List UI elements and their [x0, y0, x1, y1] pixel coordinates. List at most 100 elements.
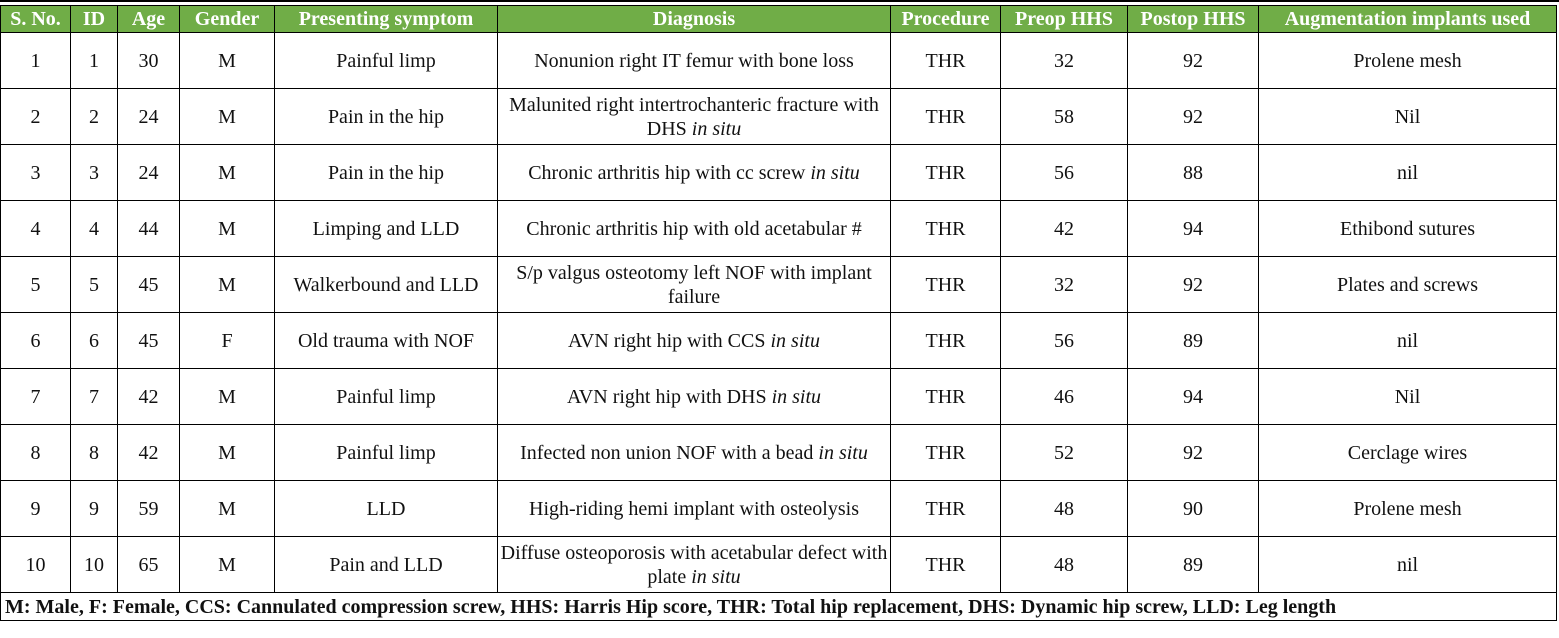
cell-sno: 3 — [0, 144, 71, 201]
cell-symptom: Painful limp — [274, 424, 498, 481]
column-header: Age — [117, 5, 180, 33]
diagnosis-text: Chronic arthritis hip with old acetabula… — [526, 217, 862, 240]
cell-diagnosis: Chronic arthritis hip with cc screw in s… — [497, 144, 891, 201]
cell-age: 65 — [117, 536, 180, 593]
diagnosis-text: Chronic arthritis hip with cc screw — [528, 161, 811, 184]
cell-diagnosis: AVN right hip with DHS in situ — [497, 368, 891, 425]
cell-postop: 89 — [1127, 536, 1259, 593]
column-header: Augmentation implants used — [1258, 5, 1557, 33]
cell-implants: Nil — [1258, 368, 1557, 425]
table-row: 5 5 45 M Walkerbound and LLD S/p valgus osteo… — [0, 256, 1557, 313]
cell-sno: 8 — [0, 424, 71, 481]
table-row: 3 3 24 M Pain in the hip Chronic arthritis hi… — [0, 144, 1557, 201]
cell-symptom: Pain in the hip — [274, 88, 498, 145]
header-row: S. No. ID Age Gender Presenting symptom Diagn… — [0, 5, 1557, 33]
cell-sno: 2 — [0, 88, 71, 145]
diagnosis-text: Nonunion right IT femur with bone loss — [534, 49, 854, 72]
cell-diagnosis: AVN right hip with CCS in situ — [497, 312, 891, 369]
cell-procedure: THR — [890, 88, 1001, 145]
cell-gender: M — [179, 536, 275, 593]
cell-age: 24 — [117, 88, 180, 145]
table-row: 10 10 65 M Pain and LLD Diffuse osteoporosis … — [0, 536, 1557, 593]
cell-diagnosis: Malunited right intertrochanteric fractu… — [497, 88, 891, 145]
cell-procedure: THR — [890, 536, 1001, 593]
column-header: Procedure — [890, 5, 1001, 33]
diagnosis-italic: in situ — [691, 117, 742, 140]
cell-sno: 10 — [0, 536, 71, 593]
cell-preop: 32 — [1000, 256, 1128, 313]
cell-sno: 4 — [0, 200, 71, 257]
diagnosis-text: S/p valgus osteotomy left NOF with impla… — [516, 261, 872, 308]
table-row: 8 8 42 M Painful limp Infected non union NOF … — [0, 424, 1557, 481]
cell-diagnosis: Chronic arthritis hip with old acetabula… — [497, 200, 891, 257]
cell-postop: 88 — [1127, 144, 1259, 201]
diagnosis-text: Malunited right intertrochanteric fractu… — [509, 93, 879, 140]
column-header: Diagnosis — [497, 5, 891, 33]
cell-age: 44 — [117, 200, 180, 257]
cell-preop: 32 — [1000, 32, 1128, 89]
diagnosis-text: AVN right hip with DHS — [566, 385, 772, 408]
cell-preop: 48 — [1000, 536, 1128, 593]
cell-sno: 6 — [0, 312, 71, 369]
cell-symptom: Pain and LLD — [274, 536, 498, 593]
cell-symptom: Painful limp — [274, 32, 498, 89]
cell-id: 2 — [70, 88, 118, 145]
cell-id: 10 — [70, 536, 118, 593]
cell-preop: 42 — [1000, 200, 1128, 257]
table-row: 4 4 44 M Limping and LLD Chronic arthritis hi… — [0, 200, 1557, 257]
cell-preop: 52 — [1000, 424, 1128, 481]
cell-age: 45 — [117, 256, 180, 313]
cell-id: 7 — [70, 368, 118, 425]
cell-postop: 90 — [1127, 480, 1259, 537]
footnote-row: M: Male, F: Female, CCS: Cannulated comp… — [0, 592, 1557, 621]
diagnosis-italic: in situ — [691, 565, 741, 588]
cell-symptom: Painful limp — [274, 368, 498, 425]
cell-implants: Prolene mesh — [1258, 32, 1557, 89]
diagnosis-text: High-riding hemi implant with osteolysis — [529, 497, 859, 520]
cell-preop: 48 — [1000, 480, 1128, 537]
cell-procedure: THR — [890, 144, 1001, 201]
cell-diagnosis: S/p valgus osteotomy left NOF with impla… — [497, 256, 891, 313]
cell-age: 45 — [117, 312, 180, 369]
cell-preop: 58 — [1000, 88, 1128, 145]
patient-table: S. No. ID Age Gender Presenting symptom Diagn… — [0, 5, 1557, 621]
cell-implants: nil — [1258, 536, 1557, 593]
cell-postop: 92 — [1127, 32, 1259, 89]
diagnosis-italic: in situ — [818, 441, 868, 464]
cell-preop: 46 — [1000, 368, 1128, 425]
cell-postop: 94 — [1127, 368, 1259, 425]
cell-preop: 56 — [1000, 312, 1128, 369]
table-row: 7 7 42 M Painful limp AVN right hip with DHS … — [0, 368, 1557, 425]
cell-sno: 7 — [0, 368, 71, 425]
column-header: ID — [70, 5, 118, 33]
cell-implants: nil — [1258, 144, 1557, 201]
cell-procedure: THR — [890, 424, 1001, 481]
cell-postop: 94 — [1127, 200, 1259, 257]
cell-gender: M — [179, 424, 275, 481]
diagnosis-italic: in situ — [770, 329, 820, 352]
cell-age: 42 — [117, 424, 180, 481]
cell-symptom: Pain in the hip — [274, 144, 498, 201]
cell-id: 8 — [70, 424, 118, 481]
cell-implants: Prolene mesh — [1258, 480, 1557, 537]
cell-implants: Cerclage wires — [1258, 424, 1557, 481]
cell-implants: Plates and screws — [1258, 256, 1557, 313]
cell-implants: Nil — [1258, 88, 1557, 145]
cell-sno: 9 — [0, 480, 71, 537]
cell-age: 30 — [117, 32, 180, 89]
cell-id: 5 — [70, 256, 118, 313]
cell-procedure: THR — [890, 256, 1001, 313]
cell-procedure: THR — [890, 480, 1001, 537]
cell-procedure: THR — [890, 200, 1001, 257]
cell-id: 6 — [70, 312, 118, 369]
cell-symptom: LLD — [274, 480, 498, 537]
cell-sno: 5 — [0, 256, 71, 313]
table-row: 1 1 30 M Painful limp Nonunion right IT femur… — [0, 32, 1557, 89]
cell-postop: 92 — [1127, 88, 1259, 145]
cell-gender: F — [179, 312, 275, 369]
table-row: 9 9 59 M LLD High-riding hemi implant with os… — [0, 480, 1557, 537]
cell-id: 3 — [70, 144, 118, 201]
table-row: 6 6 45 F Old trauma with NOF AVN right hip wi… — [0, 312, 1557, 369]
cell-implants: Ethibond sutures — [1258, 200, 1557, 257]
cell-id: 1 — [70, 32, 118, 89]
